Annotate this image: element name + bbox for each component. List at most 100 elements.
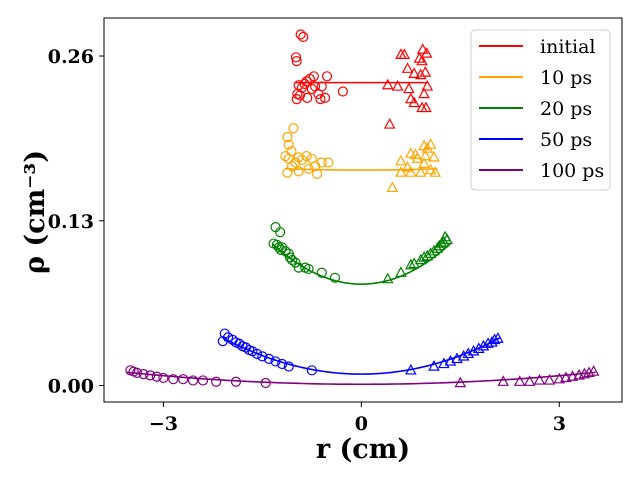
circle-point-10-ps	[283, 139, 294, 150]
triangle-point-20-ps	[438, 235, 450, 247]
circle-point-10-ps	[280, 151, 291, 162]
circle-point-100-ps	[131, 367, 143, 378]
circle-point-50-ps	[257, 351, 268, 362]
triangle-point-100-ps	[533, 374, 546, 385]
triangle-point-10-ps	[411, 152, 424, 163]
circle-point-100-ps	[138, 369, 149, 380]
triangle-point-initial	[408, 67, 420, 78]
triangle-point-50-ps	[482, 337, 494, 348]
triangle-point-initial	[420, 101, 432, 113]
circle-point-50-ps	[251, 348, 263, 359]
triangle-point-50-ps	[472, 342, 485, 353]
circle-point-initial	[302, 92, 313, 103]
plot-frame	[103, 17, 623, 403]
circle-point-initial	[306, 83, 317, 95]
triangle-point-50-ps	[438, 357, 450, 369]
triangle-point-100-ps	[573, 368, 585, 380]
triangle-point-initial	[391, 79, 404, 91]
triangle-point-50-ps	[457, 349, 470, 361]
triangle-point-20-ps	[421, 249, 434, 261]
legend-label-10-ps: 10 ps	[540, 67, 592, 89]
triangle-point-initial	[383, 118, 396, 129]
circle-point-20-ps	[329, 272, 341, 283]
legend-label-50-ps: 50 ps	[540, 129, 592, 151]
circle-point-100-ps	[178, 374, 189, 385]
triangle-point-10-ps	[401, 161, 414, 172]
circle-point-10-ps	[286, 145, 297, 157]
legend-box	[470, 29, 611, 191]
triangle-point-100-ps	[578, 367, 591, 379]
circle-point-initial	[315, 94, 326, 105]
triangle-point-50-ps	[477, 339, 490, 351]
triangle-point-initial	[414, 68, 427, 80]
circle-point-100-ps	[260, 377, 271, 389]
plot-marks	[125, 29, 600, 389]
circle-point-10-ps	[282, 132, 293, 143]
triangle-point-initial	[419, 66, 432, 77]
fit-line-50-ps	[222, 337, 501, 375]
triangle-point-100-ps	[513, 375, 526, 386]
circle-point-10-ps	[303, 163, 314, 174]
triangle-point-initial	[416, 54, 428, 66]
circle-point-initial	[304, 73, 315, 84]
circle-point-initial	[321, 71, 333, 82]
triangle-point-100-ps	[553, 372, 566, 384]
circle-point-10-ps	[312, 168, 323, 179]
circle-point-50-ps	[306, 365, 317, 376]
triangle-point-initial	[398, 48, 411, 59]
circle-point-20-ps	[303, 263, 314, 275]
circle-point-20-ps	[286, 254, 298, 266]
circle-point-50-ps	[263, 353, 275, 365]
triangle-point-20-ps	[414, 253, 427, 265]
triangle-point-initial	[381, 78, 394, 90]
circle-point-10-ps	[323, 157, 334, 168]
triangle-point-100-ps	[523, 375, 536, 386]
fit-line-20-ps	[271, 243, 451, 285]
circle-point-10-ps	[293, 166, 304, 177]
triangle-point-10-ps	[405, 166, 417, 177]
triangle-point-10-ps	[395, 154, 407, 166]
triangle-point-100-ps	[543, 374, 556, 385]
circle-point-20-ps	[275, 244, 286, 256]
triangle-point-100-ps	[454, 376, 467, 388]
triangle-point-initial	[413, 52, 426, 63]
circle-point-10-ps	[282, 167, 293, 178]
circle-point-initial	[291, 94, 302, 105]
triangle-point-20-ps	[436, 237, 448, 248]
triangle-point-initial	[403, 82, 415, 94]
fit-line-10-ps	[285, 167, 438, 171]
triangle-point-10-ps	[395, 166, 407, 177]
triangle-point-10-ps	[414, 166, 427, 177]
triangle-point-10-ps	[428, 150, 440, 162]
circle-point-100-ps	[197, 375, 209, 386]
circle-point-100-ps	[168, 374, 179, 385]
circle-point-50-ps	[270, 356, 281, 367]
circle-point-50-ps	[283, 361, 294, 372]
circle-point-initial	[295, 29, 306, 40]
circle-point-20-ps	[290, 257, 301, 268]
triangle-point-20-ps	[408, 257, 420, 269]
legend: initial 10 ps 20 ps 50 ps 100 ps	[470, 29, 611, 191]
triangle-point-50-ps	[492, 332, 504, 343]
x-tick-label: 0	[355, 413, 368, 435]
triangle-point-20-ps	[381, 272, 394, 284]
triangle-point-10-ps	[421, 142, 434, 153]
triangle-point-50-ps	[444, 354, 457, 366]
triangle-point-50-ps	[467, 344, 480, 356]
circle-point-initial	[313, 88, 324, 100]
triangle-point-50-ps	[405, 363, 417, 375]
x-tick-label: −3	[149, 413, 178, 435]
fit-line-100-ps	[127, 371, 596, 386]
circle-point-100-ps	[151, 371, 162, 382]
triangle-point-50-ps	[462, 347, 475, 359]
triangle-point-10-ps	[424, 163, 437, 175]
circle-point-50-ps	[277, 358, 288, 370]
triangle-point-100-ps	[560, 371, 572, 383]
circle-point-initial	[298, 31, 309, 43]
legend-label-20-ps: 20 ps	[540, 98, 592, 120]
circle-point-10-ps	[296, 154, 308, 166]
triangle-point-initial	[421, 79, 434, 91]
y-tick-label: 0.13	[48, 211, 94, 233]
legend-label-initial: initial	[540, 36, 596, 58]
